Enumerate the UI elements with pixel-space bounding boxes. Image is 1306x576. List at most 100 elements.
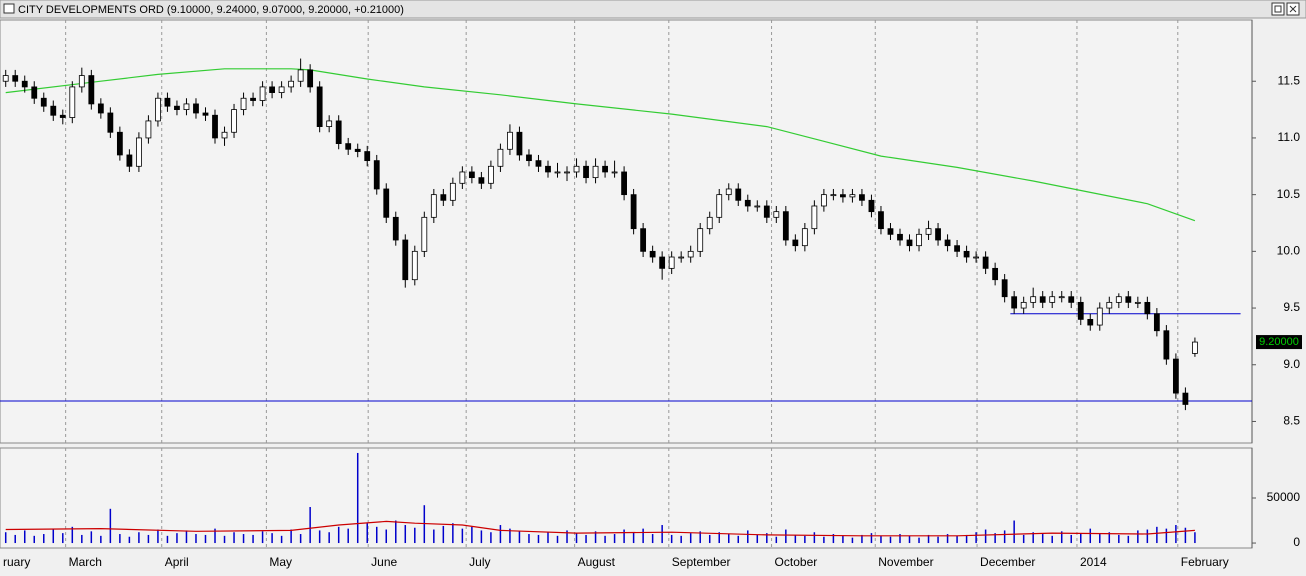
candle-body bbox=[773, 211, 780, 218]
candle-body bbox=[1039, 296, 1046, 303]
volume-bar bbox=[737, 535, 740, 544]
candle-body bbox=[21, 80, 28, 88]
volume-bar bbox=[499, 525, 502, 544]
volume-bar bbox=[537, 534, 540, 544]
volume-bar bbox=[414, 527, 416, 544]
moving-average-line bbox=[5, 68, 1196, 222]
volume-bar bbox=[1089, 528, 1092, 544]
candle-body bbox=[1058, 296, 1065, 299]
candle-body bbox=[697, 228, 704, 252]
candle-body bbox=[1153, 313, 1160, 332]
candle-body bbox=[820, 194, 827, 207]
candle-body bbox=[116, 131, 123, 156]
volume-bar bbox=[242, 534, 245, 544]
maximize-button[interactable] bbox=[1271, 2, 1285, 16]
volume-bar bbox=[395, 520, 397, 544]
candle-body bbox=[602, 165, 608, 173]
candle-body bbox=[392, 216, 399, 241]
volume-bar bbox=[33, 535, 35, 544]
y-tick-label: 8.5 bbox=[1283, 414, 1300, 428]
volume-bar bbox=[442, 525, 445, 544]
volume-bar bbox=[661, 525, 663, 544]
candle-body bbox=[1096, 307, 1103, 326]
y-tick-label: 10.0 bbox=[1277, 244, 1301, 258]
candle-body bbox=[221, 131, 228, 139]
volume-bar bbox=[385, 529, 388, 544]
candle-body bbox=[583, 165, 589, 179]
volume-bar bbox=[128, 536, 131, 544]
volume-bar bbox=[366, 523, 368, 544]
volume-bar bbox=[1080, 533, 1082, 544]
y-tick-label: 0 bbox=[1293, 535, 1300, 549]
volume-bar bbox=[138, 532, 140, 544]
candle-body bbox=[2, 75, 9, 82]
y-tick-label: 9.0 bbox=[1283, 357, 1300, 371]
candle-body bbox=[1182, 392, 1189, 405]
candle-body bbox=[611, 171, 618, 174]
volume-bar bbox=[43, 534, 45, 544]
volume-bar bbox=[689, 533, 692, 544]
volume-bar bbox=[4, 532, 7, 544]
volume-bar bbox=[547, 532, 549, 544]
candle-body bbox=[1049, 296, 1056, 303]
candle-body bbox=[830, 194, 837, 197]
candle-body bbox=[649, 250, 656, 258]
volume-bar bbox=[937, 536, 939, 544]
candle-body bbox=[259, 86, 266, 101]
candle-body bbox=[1192, 341, 1198, 354]
volume-bar bbox=[861, 534, 863, 544]
volume-bar bbox=[1108, 532, 1111, 544]
candle-body bbox=[468, 171, 475, 179]
volume-bar bbox=[347, 528, 349, 544]
volume-bar bbox=[433, 529, 435, 544]
candle-body bbox=[592, 165, 599, 179]
x-tick-label: April bbox=[165, 555, 189, 569]
volume-bar bbox=[185, 530, 188, 544]
candle-body bbox=[31, 86, 38, 99]
candle-body bbox=[1163, 330, 1170, 360]
candle-body bbox=[1172, 358, 1179, 394]
volume-bar bbox=[1099, 534, 1101, 544]
candle-body bbox=[687, 250, 694, 258]
candle-body bbox=[449, 182, 456, 201]
volume-bar bbox=[1118, 534, 1120, 544]
candle-body bbox=[963, 250, 970, 258]
volume-bar bbox=[147, 534, 150, 544]
volume-bar bbox=[585, 534, 587, 544]
volume-bar bbox=[1127, 535, 1130, 544]
candle-body bbox=[354, 148, 361, 152]
candle-body bbox=[135, 137, 142, 167]
x-tick-label: November bbox=[878, 555, 933, 569]
volume-bar bbox=[252, 534, 254, 544]
volume-bar bbox=[813, 532, 816, 544]
volume-bar bbox=[356, 452, 359, 544]
volume-bar bbox=[670, 534, 673, 544]
volume-bar bbox=[509, 528, 511, 544]
candle-body bbox=[935, 228, 941, 241]
candle-body bbox=[288, 80, 295, 88]
candle-body bbox=[754, 205, 761, 208]
candle-body bbox=[373, 160, 380, 190]
volume-bar bbox=[651, 534, 654, 544]
candle-body bbox=[12, 75, 19, 82]
candle-body bbox=[50, 105, 57, 116]
volume-bar bbox=[280, 535, 283, 544]
volume-average-line bbox=[5, 520, 1195, 537]
volume-bar bbox=[309, 507, 311, 544]
x-tick-label: February bbox=[1181, 555, 1229, 569]
candle-body bbox=[402, 239, 409, 281]
candle-body bbox=[297, 69, 304, 82]
volume-bar bbox=[766, 533, 768, 544]
volume-bar bbox=[81, 534, 83, 544]
candle-body bbox=[668, 256, 675, 269]
candle-body bbox=[1134, 301, 1141, 304]
y-tick-label: 11.5 bbox=[1278, 73, 1301, 87]
volume-bar bbox=[880, 535, 882, 544]
volume-bar bbox=[899, 534, 901, 544]
candle-body bbox=[507, 131, 513, 150]
candle-body bbox=[69, 86, 76, 118]
candle-body bbox=[1087, 318, 1094, 326]
volume-bar bbox=[223, 535, 226, 544]
x-tick-label: October bbox=[775, 555, 818, 569]
